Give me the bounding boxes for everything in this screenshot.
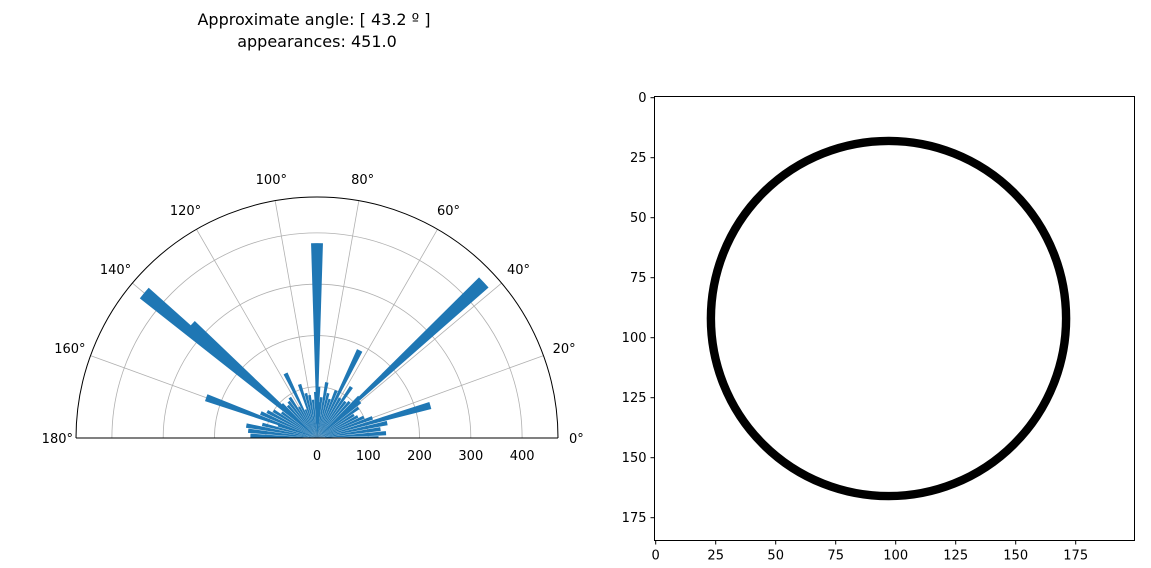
polar-bar-21 (317, 382, 329, 438)
polar-bar-34 (288, 396, 317, 438)
polar-bar-41 (272, 409, 317, 438)
polar-bar-18 (317, 389, 338, 438)
theta-grid-line-6 (196, 229, 318, 439)
ring-image-chart: 0 25 50 75 100 125 150 175 0 25 50 75 100 125 150 175 (622, 91, 1135, 564)
x-axis-ticks: 0 25 50 75 100 125 150 175 (652, 540, 1088, 564)
r-tick-label-0: 0 (313, 449, 321, 464)
polar-bar-28 (308, 394, 317, 438)
y-tick-label-5: 125 (622, 391, 647, 406)
theta-tick-label-6: 120° (170, 204, 201, 219)
polar-bar-47 (245, 423, 317, 438)
polar-bar-13 (317, 400, 351, 438)
image-frame (654, 96, 1135, 541)
polar-bar-30 (297, 383, 317, 438)
x-tick-label-4: 100 (883, 549, 908, 564)
chart-subtitle: appearances: 451.0 (237, 32, 397, 51)
polar-bars (139, 243, 489, 438)
x-tick-label-2: 50 (767, 549, 784, 564)
polar-bar-12 (317, 395, 361, 438)
polar-bar-36 (286, 404, 317, 438)
polar-bar-39 (139, 287, 317, 438)
polar-bar-29 (304, 392, 317, 438)
y-tick-label-0: 0 (638, 91, 646, 106)
polar-bar-48 (247, 428, 317, 438)
polar-bar-32 (283, 372, 317, 438)
polar-bar-4 (317, 402, 432, 438)
ring-image (706, 136, 1071, 501)
chart-title: Approximate angle: [ 43.2 º ] (197, 10, 430, 29)
polar-bar-25 (311, 243, 323, 438)
x-tick-label-5: 125 (943, 549, 968, 564)
y-tick-label-2: 50 (630, 211, 647, 226)
polar-outer-arc (75, 196, 559, 439)
y-tick-label-4: 100 (622, 331, 647, 346)
polar-bar-33 (298, 406, 317, 438)
polar-bar-26 (313, 391, 317, 438)
polar-bar-10 (317, 400, 362, 438)
polar-bar-16 (317, 397, 342, 438)
y-axis-ticks: 0 25 50 75 100 125 150 175 (622, 91, 655, 526)
polar-bar-9 (317, 406, 360, 438)
theta-tick-label-9: 180° (42, 432, 73, 447)
polar-bar-42 (266, 410, 317, 438)
polar-bar-38 (187, 320, 317, 438)
y-tick-label-6: 150 (622, 451, 647, 466)
polar-bar-43 (260, 411, 317, 438)
r-tick-label-1: 100 (356, 449, 381, 464)
polar-bar-14 (317, 400, 347, 438)
r-tick-label-4: 400 (510, 449, 535, 464)
theta-tick-label-8: 160° (54, 342, 85, 357)
r-grid-arc-4 (111, 232, 523, 439)
theta-tick-label-5: 100° (256, 173, 287, 188)
x-tick-label-0: 0 (652, 549, 660, 564)
polar-bar-35 (287, 400, 317, 438)
polar-bar-7 (317, 415, 359, 438)
polar-bar-2 (317, 427, 381, 438)
polar-bar-37 (280, 403, 317, 438)
polar-bar-40 (280, 411, 317, 438)
polar-bar-8 (317, 413, 355, 438)
theta-tick-labels: 0° 20° 40° 60° 80° 100° 120° 140° 160° 180° (42, 173, 584, 447)
polar-bar-17 (317, 349, 363, 438)
polar-bar-20 (317, 392, 330, 438)
polar-bar-46 (261, 422, 317, 438)
theta-tick-label-0: 0° (569, 432, 584, 447)
theta-tick-label-4: 80° (351, 173, 374, 188)
r-tick-label-3: 300 (458, 449, 483, 464)
x-tick-label-7: 175 (1063, 549, 1088, 564)
y-tick-label-1: 25 (630, 151, 647, 166)
theta-tick-label-3: 60° (437, 204, 460, 219)
polar-bar-27 (311, 399, 317, 438)
polar-bar-5 (317, 416, 374, 438)
polar-histogram-chart: Approximate angle: [ 43.2 º ] appearance… (42, 10, 584, 464)
polar-bar-22 (317, 397, 323, 438)
polar-bar-23 (317, 402, 321, 438)
x-tick-label-6: 150 (1003, 549, 1028, 564)
theta-tick-label-2: 40° (507, 263, 530, 278)
polar-bar-1 (317, 431, 387, 438)
polar-bar-31 (304, 409, 317, 438)
ring (706, 136, 1071, 501)
x-tick-label-1: 25 (707, 549, 724, 564)
r-tick-labels: 0 100 200 300 400 (313, 449, 535, 464)
polar-bar-44 (204, 394, 317, 438)
r-tick-label-2: 200 (407, 449, 432, 464)
polar-bar-19 (317, 398, 331, 438)
polar-frame (75, 196, 559, 439)
theta-tick-label-7: 140° (100, 263, 131, 278)
y-tick-label-7: 175 (622, 511, 647, 526)
y-tick-label-3: 75 (630, 271, 647, 286)
x-tick-label-3: 75 (827, 549, 844, 564)
polar-bar-6 (317, 415, 365, 438)
polar-bar-15 (317, 385, 353, 438)
polar-bar-3 (317, 420, 388, 438)
polar-bar-49 (250, 433, 317, 438)
polar-bar-45 (277, 424, 317, 438)
theta-tick-label-1: 20° (553, 342, 576, 357)
